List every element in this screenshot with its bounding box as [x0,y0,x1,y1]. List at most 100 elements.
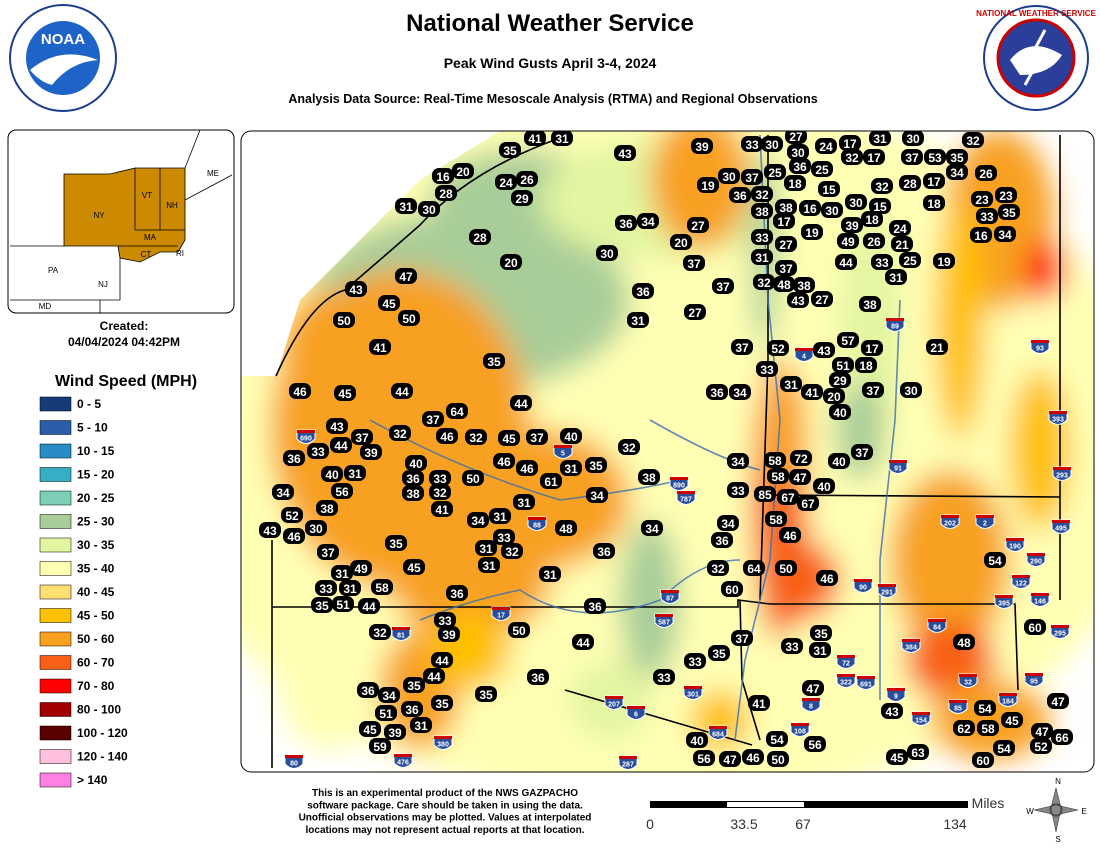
station-badge [560,428,582,444]
shield [1011,574,1031,589]
heat-blob [760,540,840,620]
shield-label: 4 [802,354,806,361]
legend: 0 - 5 5 - 10 10 - 15 15 - 20 20 - 25 25 - 30 3… [39,396,128,788]
station-value: 37 [866,384,880,398]
station-badge [753,274,775,290]
station-badge [862,382,884,398]
station-badge [811,161,833,177]
station-value: 50 [771,753,785,767]
station-badge [851,444,873,460]
station-badge [923,173,945,189]
station-badge [828,453,850,469]
station-badge [1024,619,1046,635]
shield-top [959,674,977,677]
station-badge [869,131,891,146]
station-value: 32 [373,626,387,640]
shield-label: 476 [397,760,409,767]
station-badge [378,295,400,311]
station-badge [593,543,615,559]
station-badge [871,254,893,270]
shield-top [554,445,572,448]
shield-label: 691 [860,682,872,689]
station-badge [962,132,984,148]
shield-label: 81 [397,633,405,640]
station-badge [923,195,945,211]
legend-swatch [39,655,72,670]
station-badge [283,528,305,544]
station-value: 44 [395,385,409,399]
station-value: 32 [966,134,980,148]
station-value: 31 [493,510,507,524]
shield-label: 287 [622,762,634,769]
station-value: 41 [528,132,542,146]
station-value: 45 [502,432,516,446]
station-badge [638,469,660,485]
station-badge [764,164,786,180]
station-badge [637,213,659,229]
legend-swatch [39,702,72,717]
station-badge [358,598,380,614]
station-badge [869,198,891,214]
station-value: 45 [338,387,352,401]
legend-label: 10 - 15 [77,444,115,458]
station-value: 31 [479,542,493,556]
station-badge [431,652,453,668]
heat-blob [1010,370,1070,530]
station-value: 58 [771,470,785,484]
station-value: 54 [978,702,992,716]
station-badge [465,429,487,445]
shield [676,490,696,505]
station-value: 27 [815,293,829,307]
station-badge [410,717,432,733]
station-badge [345,281,367,297]
station-value: 52 [285,509,299,523]
station-value: 31 [813,644,827,658]
shield [1030,592,1050,607]
station-badge [810,625,832,641]
station-badge [446,585,468,601]
shield [940,514,960,529]
station-badge [489,508,511,524]
station-value: 31 [343,582,357,596]
station-value: 44 [839,256,853,270]
station-value: 41 [435,503,449,517]
legend-swatch [39,749,72,764]
legend-swatch [39,608,72,623]
station-badge [385,535,407,551]
scale-unit: Miles [972,795,1005,811]
station-badge [429,470,451,486]
shield [886,687,906,702]
station-value: 36 [733,189,747,203]
station-value: 33 [311,445,325,459]
station-badge [775,199,797,215]
station-value: 46 [293,385,307,399]
shield-top [878,584,896,587]
shield-top [661,590,679,593]
station-value: 34 [721,517,735,531]
created-label: Created: [100,319,149,333]
station-badge [953,720,975,736]
shield [683,685,703,700]
station-value: 40 [325,468,339,482]
legend-label: 20 - 25 [77,491,115,505]
station-value: 43 [817,344,831,358]
station-value: 47 [1051,695,1065,709]
station-badge [855,357,877,373]
station-badge [493,529,515,545]
station-badge [315,580,337,596]
shield-top [1053,467,1071,470]
shield-label: 384 [905,645,917,652]
station-badge [926,339,948,355]
shield-top [1012,575,1030,578]
shield-top [941,515,959,518]
station-value: 32 [505,545,519,559]
legend-swatch [39,561,72,576]
shield-top [285,755,303,758]
station-badge [829,372,851,388]
inset-label: RI [176,249,184,258]
shield-top [889,460,907,463]
station-badge [832,357,854,373]
station-value: 43 [791,294,805,308]
station-badge [697,177,719,193]
legend-label: 15 - 20 [77,468,115,482]
